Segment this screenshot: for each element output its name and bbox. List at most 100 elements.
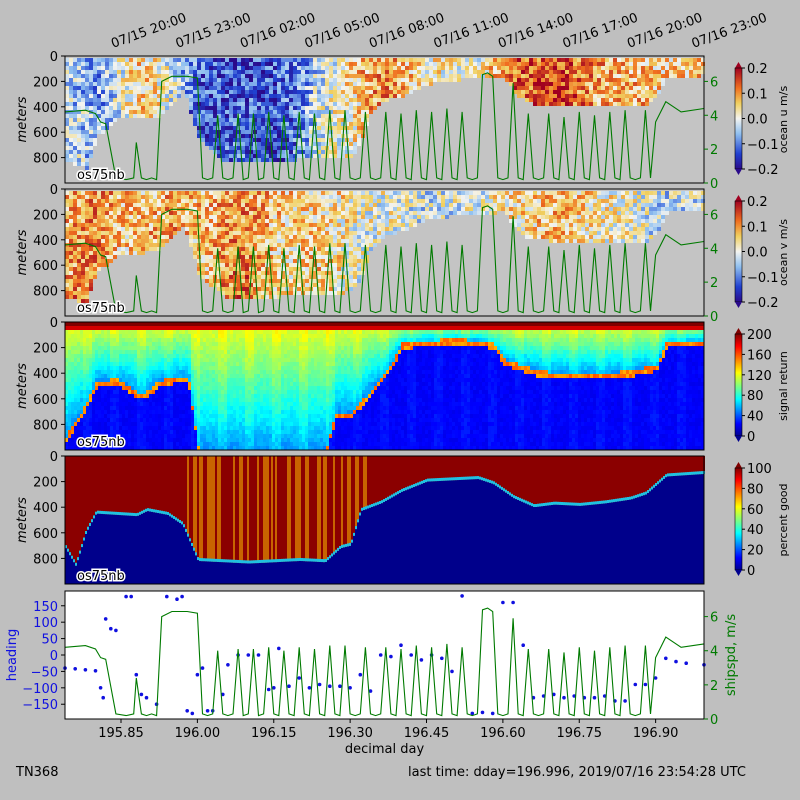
heatmap-cell bbox=[361, 118, 365, 122]
heatmap-cell bbox=[629, 70, 633, 74]
heatmap-cell bbox=[357, 138, 361, 142]
heatmap-cell bbox=[625, 98, 629, 102]
heatmap-cell bbox=[265, 279, 269, 283]
heatmap-cell bbox=[365, 255, 369, 259]
heatmap-cell bbox=[217, 146, 221, 150]
heatmap-cell bbox=[217, 195, 221, 199]
heatmap-cell bbox=[593, 219, 597, 223]
heatmap-cell bbox=[105, 211, 109, 215]
heatmap-cell bbox=[653, 66, 657, 70]
heatmap-cell bbox=[277, 263, 281, 267]
heatmap-cell bbox=[301, 102, 305, 106]
heatmap-cell bbox=[425, 207, 429, 211]
heatmap-cell bbox=[597, 58, 601, 62]
heatmap-cell bbox=[589, 66, 593, 70]
heatmap-cell bbox=[453, 78, 457, 82]
heatmap-cell bbox=[349, 78, 353, 82]
heatmap-cell bbox=[569, 227, 573, 231]
heatmap-cell bbox=[537, 207, 541, 211]
heatmap-cell bbox=[161, 66, 165, 70]
heatmap-cell bbox=[353, 267, 357, 271]
heatmap-cell bbox=[485, 74, 489, 78]
heatmap-cell bbox=[149, 211, 153, 215]
heatmap-cell bbox=[377, 78, 381, 82]
heatmap-cell bbox=[73, 295, 77, 299]
heatmap-cell bbox=[73, 263, 77, 267]
heatmap-cell bbox=[381, 78, 385, 82]
heatmap-cell bbox=[217, 102, 221, 106]
heatmap-cells bbox=[65, 58, 705, 170]
heatmap-cell bbox=[429, 203, 433, 207]
heatmap-cell bbox=[273, 94, 277, 98]
heatmap-cell bbox=[685, 199, 689, 203]
heatmap-cell bbox=[357, 122, 361, 126]
heatmap-cell bbox=[165, 219, 169, 223]
heatmap-cell bbox=[581, 90, 585, 94]
heatmap-cell bbox=[161, 110, 165, 114]
heatmap-cell bbox=[273, 279, 277, 283]
heatmap-cell bbox=[625, 94, 629, 98]
heatmap-cell bbox=[65, 106, 69, 110]
heatmap-cell bbox=[325, 122, 329, 126]
heatmap-cell bbox=[637, 102, 641, 106]
heatmap-cell bbox=[89, 62, 93, 66]
heatmap-cell bbox=[353, 231, 357, 235]
heatmap-cell bbox=[273, 114, 277, 118]
heatmap-cell bbox=[157, 219, 161, 223]
heatmap-cell bbox=[97, 235, 101, 239]
heatmap-cell bbox=[289, 74, 293, 78]
colorbar-tick-label: −0.2 bbox=[747, 296, 779, 311]
heatmap-cell bbox=[425, 62, 429, 66]
heatmap-cell bbox=[241, 102, 245, 106]
heatmap-cell bbox=[585, 207, 589, 211]
heatmap-cell bbox=[621, 102, 625, 106]
heatmap-cell bbox=[177, 223, 181, 227]
heatmap-cell bbox=[373, 243, 377, 247]
heatmap-cell bbox=[257, 154, 261, 158]
heatmap-cell bbox=[85, 134, 89, 138]
heatmap-cell bbox=[205, 191, 209, 195]
heatmap-cell bbox=[177, 211, 181, 215]
heatmap-cell bbox=[173, 219, 177, 223]
heatmap-cell bbox=[397, 199, 401, 203]
heatmap-cell bbox=[621, 195, 625, 199]
heatmap-cell bbox=[117, 90, 121, 94]
heatmap-cell bbox=[197, 215, 201, 219]
heatmap-cell bbox=[217, 106, 221, 110]
heatmap-cell bbox=[213, 138, 217, 142]
heatmap-cell bbox=[109, 199, 113, 203]
heatmap-cell bbox=[489, 195, 493, 199]
heatmap-cell bbox=[317, 263, 321, 267]
heatmap-cell bbox=[65, 239, 69, 243]
heatmap-cell bbox=[657, 219, 661, 223]
heatmap-cell bbox=[465, 74, 469, 78]
heatmap-cell bbox=[161, 98, 165, 102]
heatmap-cell bbox=[409, 199, 413, 203]
heatmap-cell bbox=[285, 267, 289, 271]
heatmap-cell bbox=[529, 203, 533, 207]
heatmap-cell bbox=[305, 279, 309, 283]
heatmap-cell bbox=[113, 231, 117, 235]
heatmap-cell bbox=[253, 110, 257, 114]
heatmap-cell bbox=[637, 207, 641, 211]
heatmap-cell bbox=[229, 275, 233, 279]
heatmap-cell bbox=[605, 62, 609, 66]
heatmap-cell bbox=[529, 98, 533, 102]
heatmap-cell bbox=[517, 215, 521, 219]
heatmap-cell bbox=[525, 90, 529, 94]
heatmap-cell bbox=[317, 154, 321, 158]
heatmap-cell bbox=[293, 251, 297, 255]
heatmap-cell bbox=[145, 219, 149, 223]
heatmap-cell bbox=[113, 247, 117, 251]
heatmap-cell bbox=[281, 102, 285, 106]
heatmap-cell bbox=[205, 58, 209, 62]
heatmap-cell bbox=[249, 62, 253, 66]
heatmap-cell bbox=[229, 126, 233, 130]
heatmap-cell bbox=[121, 114, 125, 118]
heatmap-cell bbox=[197, 82, 201, 86]
heatmap-cell bbox=[289, 78, 293, 82]
heatmap-cell bbox=[193, 114, 197, 118]
heatmap-cell bbox=[201, 138, 205, 142]
heatmap-cell bbox=[105, 66, 109, 70]
heatmap-cell bbox=[641, 86, 645, 90]
